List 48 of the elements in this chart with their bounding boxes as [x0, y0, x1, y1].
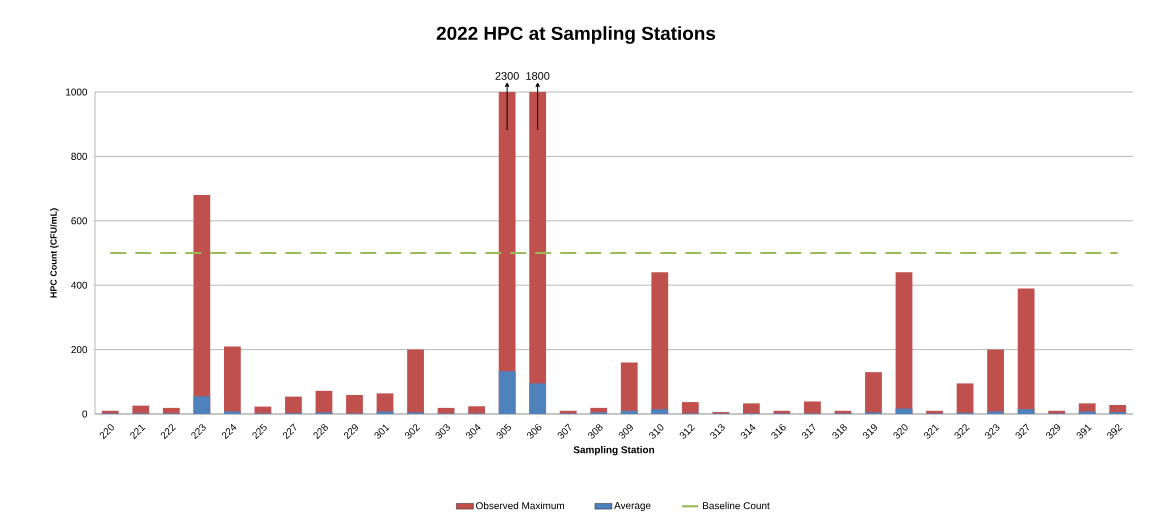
- legend-label: Average: [614, 502, 651, 511]
- x-tick-label: 318: [832, 424, 847, 439]
- x-tick-label: 320: [893, 424, 908, 439]
- x-tick-label: 309: [618, 424, 633, 439]
- y-axis-title: HPC Count (CFU/mL): [50, 208, 59, 298]
- x-tick-label: 223: [191, 424, 206, 440]
- x-tick-label: 303: [435, 424, 450, 439]
- x-tick-label: 319: [862, 424, 878, 439]
- x-tick-label: 222: [160, 424, 176, 440]
- x-tick-label: 329: [1046, 424, 1061, 439]
- x-tick-label: 316: [771, 424, 786, 439]
- x-tick-label: 305: [496, 423, 511, 439]
- y-tick-label: 0: [82, 410, 88, 418]
- x-tick-label: 322: [954, 424, 970, 439]
- x-tick-label: 323: [985, 424, 1000, 439]
- x-tick-label: 321: [923, 424, 940, 439]
- legend-label: Observed Maximum: [476, 501, 565, 510]
- x-tick-label: 229: [343, 424, 359, 440]
- chart-title: 2022 HPC at Sampling Stations: [436, 26, 716, 44]
- x-tick-label: 225: [252, 423, 267, 440]
- x-tick-label: 307: [557, 423, 572, 439]
- x-tick-label: 304: [466, 423, 481, 439]
- x-tick-label: 301: [374, 424, 390, 439]
- x-tick-label: 310: [649, 424, 664, 439]
- annotation: 2300: [495, 72, 519, 80]
- legend-label: Baseline Count: [703, 501, 770, 510]
- x-tick-label: 227: [282, 423, 297, 440]
- x-tick-label: 306: [527, 424, 542, 439]
- x-tick-label: 314: [740, 423, 756, 439]
- x-tick-label: 317: [801, 423, 816, 439]
- y-tick-label: 1000: [66, 88, 88, 96]
- x-tick-label: 391: [1076, 424, 1092, 439]
- annotation: 1800: [526, 72, 550, 80]
- y-tick-label: 400: [71, 281, 88, 289]
- x-tick-label: 392: [1107, 424, 1123, 439]
- y-tick-label: 800: [71, 152, 88, 160]
- x-tick-label: 221: [130, 424, 146, 440]
- y-tick-label: 600: [71, 217, 88, 225]
- x-tick-label: 220: [99, 424, 114, 440]
- x-tick-label: 224: [221, 423, 237, 440]
- x-tick-label: 312: [679, 424, 695, 439]
- y-tick-label: 200: [71, 346, 88, 354]
- x-axis-title: Sampling Station: [573, 445, 655, 456]
- x-tick-label: 228: [313, 424, 328, 440]
- x-tick-label: 308: [588, 424, 603, 439]
- x-tick-label: 313: [710, 424, 725, 439]
- x-tick-label: 302: [404, 424, 421, 439]
- x-tick-label: 327: [1015, 423, 1030, 439]
